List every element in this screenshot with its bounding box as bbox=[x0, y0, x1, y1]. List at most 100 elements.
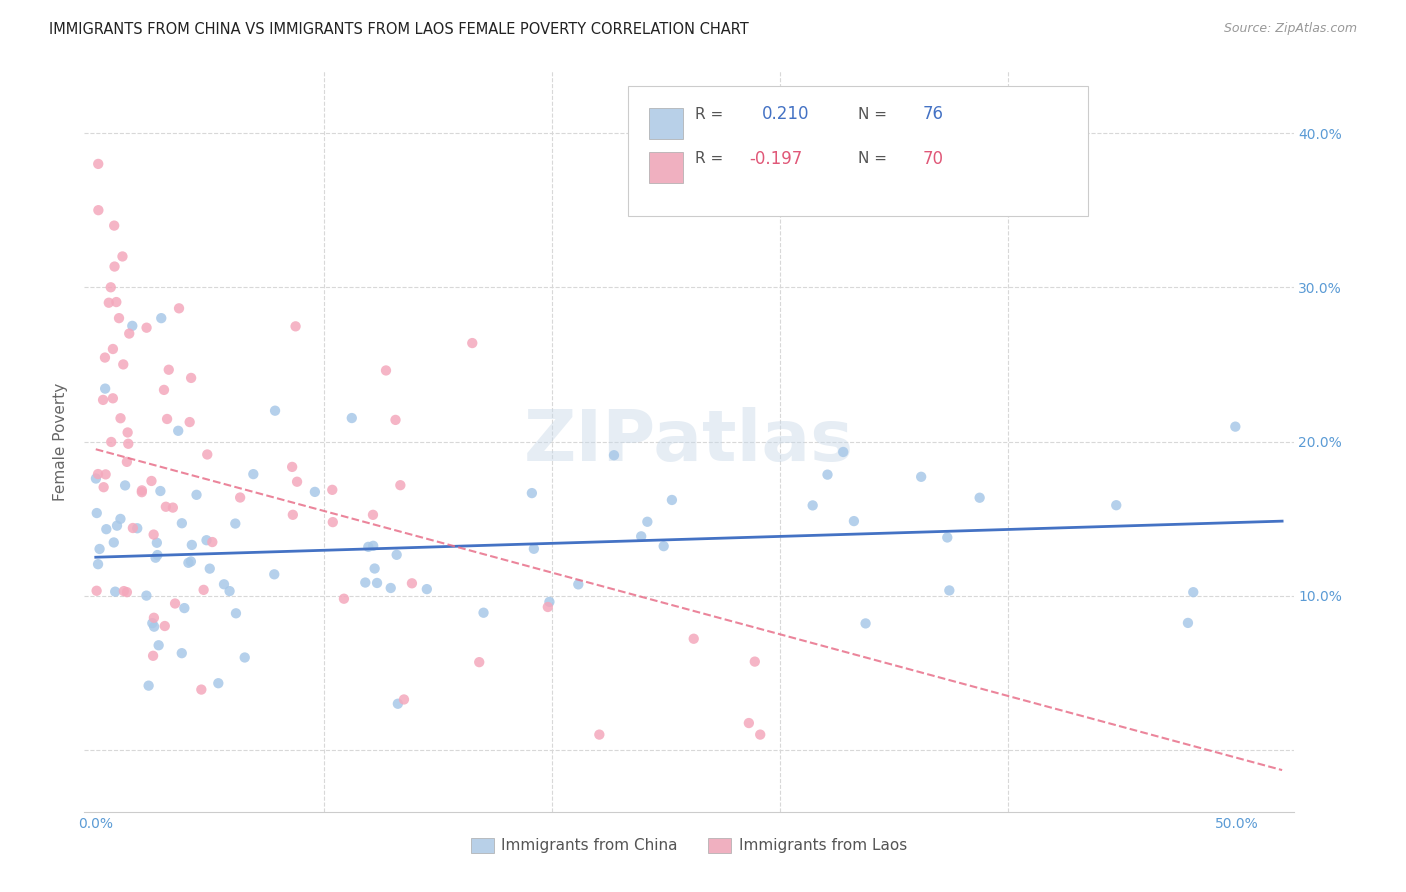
Text: ZIPatlas: ZIPatlas bbox=[524, 407, 853, 476]
Point bbox=[749, 728, 772, 742]
Point bbox=[117, 436, 139, 450]
Point bbox=[321, 483, 343, 497]
Point bbox=[177, 556, 200, 570]
Point bbox=[103, 260, 125, 274]
Point bbox=[198, 561, 221, 575]
Point bbox=[817, 467, 839, 482]
Point bbox=[385, 548, 408, 562]
Point bbox=[416, 582, 439, 596]
Point bbox=[195, 447, 218, 461]
Point bbox=[233, 650, 256, 665]
Point bbox=[180, 538, 202, 552]
Text: 0.210: 0.210 bbox=[762, 105, 808, 123]
Point bbox=[363, 561, 385, 575]
Point bbox=[195, 533, 218, 548]
Point bbox=[384, 413, 406, 427]
Point bbox=[105, 295, 128, 310]
Point bbox=[100, 434, 122, 449]
Point bbox=[170, 646, 193, 660]
Point bbox=[145, 550, 167, 565]
Point bbox=[118, 326, 141, 341]
Point bbox=[146, 535, 169, 549]
Point bbox=[87, 558, 110, 572]
Point bbox=[537, 599, 560, 614]
Point bbox=[135, 320, 157, 334]
Point bbox=[969, 491, 991, 505]
Point bbox=[148, 638, 170, 652]
Point bbox=[155, 500, 177, 514]
Point bbox=[112, 584, 135, 599]
Point bbox=[149, 483, 172, 498]
Text: IMMIGRANTS FROM CHINA VS IMMIGRANTS FROM LAOS FEMALE POVERTY CORRELATION CHART: IMMIGRANTS FROM CHINA VS IMMIGRANTS FROM… bbox=[49, 22, 749, 37]
Point bbox=[127, 521, 149, 535]
Point bbox=[110, 411, 132, 425]
Point bbox=[150, 311, 173, 326]
Point bbox=[146, 548, 169, 562]
Point bbox=[284, 319, 307, 334]
Point bbox=[636, 515, 658, 529]
Text: R =: R = bbox=[695, 107, 728, 122]
Point bbox=[135, 589, 157, 603]
Point bbox=[340, 411, 363, 425]
Point bbox=[229, 491, 252, 505]
Point bbox=[392, 692, 415, 706]
Point bbox=[263, 567, 285, 582]
Point bbox=[100, 280, 122, 294]
Point bbox=[156, 412, 179, 426]
Point bbox=[93, 480, 115, 494]
Point bbox=[117, 425, 139, 440]
Point bbox=[89, 541, 111, 556]
Point bbox=[179, 415, 201, 429]
Point bbox=[682, 632, 704, 646]
Point bbox=[108, 311, 131, 326]
Point bbox=[281, 508, 304, 522]
Point bbox=[96, 522, 118, 536]
Point bbox=[389, 478, 412, 492]
Text: Source: ZipAtlas.com: Source: ZipAtlas.com bbox=[1223, 22, 1357, 36]
Point bbox=[387, 697, 409, 711]
Point bbox=[285, 475, 308, 489]
Point bbox=[652, 539, 675, 553]
Point bbox=[401, 576, 423, 591]
Point bbox=[842, 514, 865, 528]
Point bbox=[520, 486, 543, 500]
Point bbox=[94, 351, 117, 365]
Legend: Immigrants from China, Immigrants from Laos: Immigrants from China, Immigrants from L… bbox=[464, 831, 914, 860]
Point bbox=[354, 575, 377, 590]
Point bbox=[180, 554, 202, 568]
Bar bbox=[650, 152, 683, 183]
Text: N =: N = bbox=[858, 107, 891, 122]
Point bbox=[142, 648, 165, 663]
Point bbox=[153, 383, 176, 397]
Point bbox=[1182, 585, 1205, 599]
Point bbox=[264, 403, 287, 417]
Point bbox=[281, 459, 304, 474]
Point bbox=[333, 591, 356, 606]
Point bbox=[121, 318, 143, 333]
Point bbox=[141, 616, 163, 631]
Point bbox=[112, 358, 135, 372]
Point bbox=[86, 583, 108, 598]
Point bbox=[523, 541, 546, 556]
Point bbox=[122, 521, 145, 535]
Point bbox=[115, 455, 138, 469]
Point bbox=[472, 606, 495, 620]
Point bbox=[588, 728, 610, 742]
Point bbox=[153, 619, 176, 633]
Point bbox=[1177, 615, 1199, 630]
Point bbox=[143, 620, 166, 634]
Point bbox=[461, 336, 484, 351]
Point bbox=[86, 506, 108, 520]
Point bbox=[94, 382, 117, 396]
Point bbox=[630, 529, 652, 543]
Point bbox=[162, 500, 184, 515]
Point bbox=[304, 484, 326, 499]
Point bbox=[87, 467, 110, 481]
Point bbox=[322, 515, 344, 529]
Point bbox=[105, 518, 128, 533]
Point bbox=[242, 467, 264, 482]
Point bbox=[201, 535, 224, 549]
Point bbox=[141, 474, 163, 488]
Point bbox=[114, 478, 136, 492]
Point bbox=[115, 585, 138, 599]
